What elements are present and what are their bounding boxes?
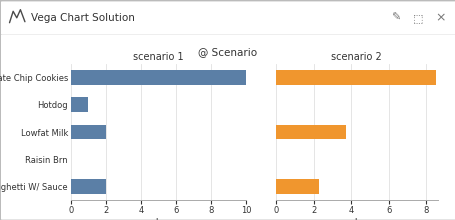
Text: @ Scenario: @ Scenario bbox=[198, 48, 257, 57]
Bar bbox=[71, 97, 88, 112]
Title: scenario 1: scenario 1 bbox=[133, 52, 183, 62]
Text: ×: × bbox=[434, 11, 445, 24]
Text: ✎: ✎ bbox=[390, 13, 399, 23]
Bar bbox=[71, 70, 246, 85]
X-axis label: value: value bbox=[146, 218, 171, 220]
Bar bbox=[275, 70, 435, 85]
Text: ⬚: ⬚ bbox=[412, 13, 423, 23]
Bar bbox=[71, 125, 106, 139]
Bar bbox=[275, 125, 345, 139]
Title: scenario 2: scenario 2 bbox=[331, 52, 381, 62]
Bar bbox=[275, 179, 318, 194]
X-axis label: value: value bbox=[344, 218, 369, 220]
Bar bbox=[71, 179, 106, 194]
Text: Vega Chart Solution: Vega Chart Solution bbox=[31, 13, 134, 23]
